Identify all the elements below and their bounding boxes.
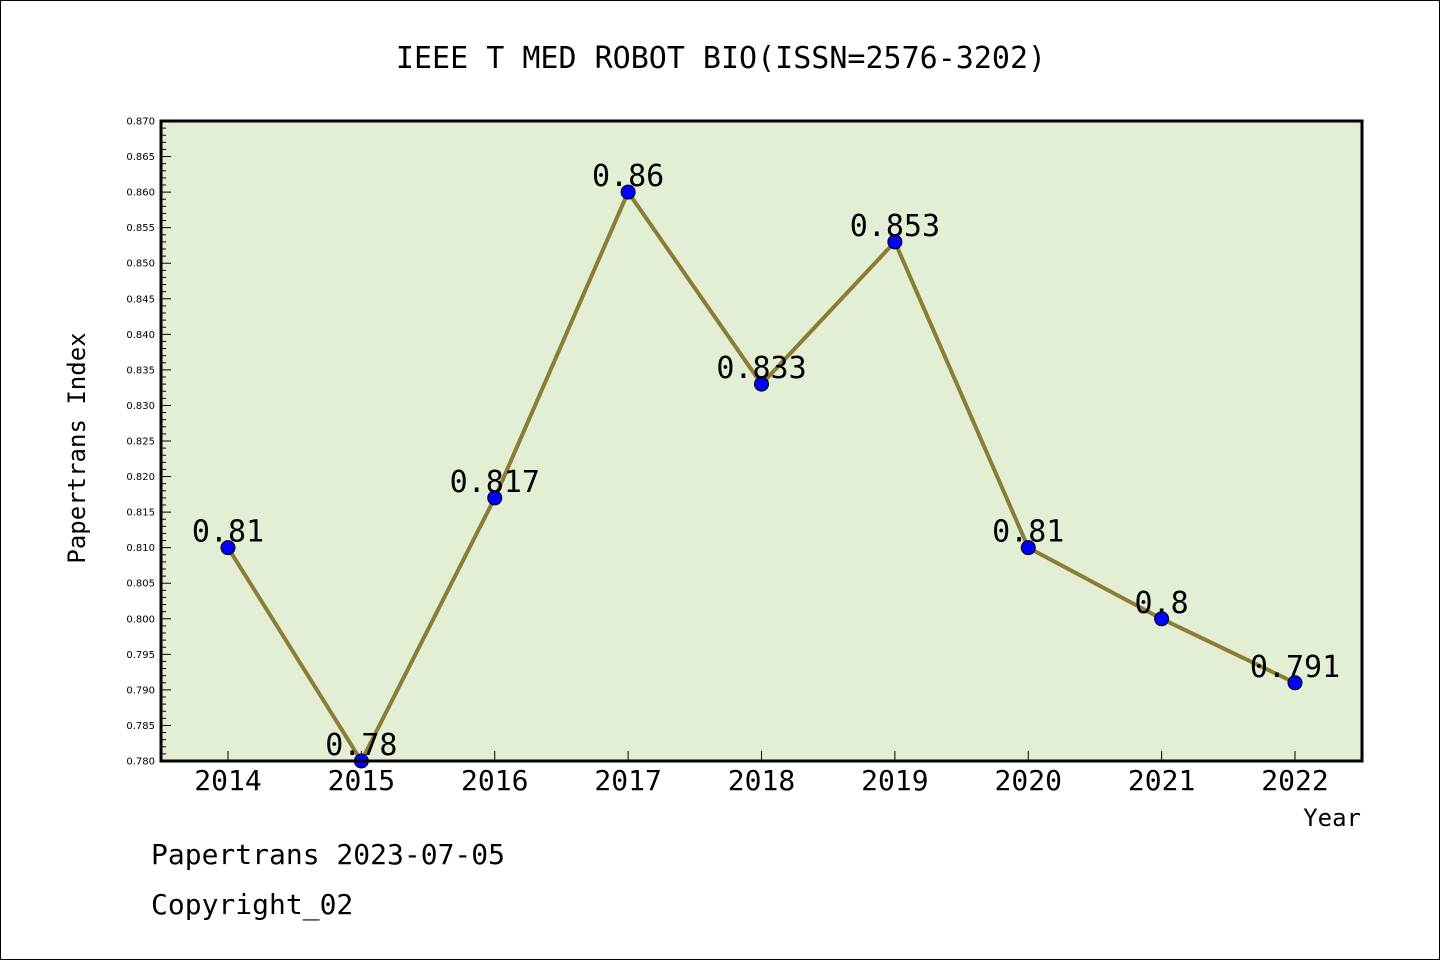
data-point-marker [754, 376, 769, 392]
y-tick-label: 0.850 [126, 259, 155, 270]
y-tick-label: 0.840 [126, 330, 155, 341]
x-tick-label: 2019 [861, 764, 928, 797]
x-axis-ticks: 2014 2015 2016 2017 2018 2019 2020 2021 2022 [194, 751, 1329, 797]
x-tick-label: 2017 [594, 764, 661, 797]
data-label: 0.81 [992, 515, 1064, 550]
y-tick-label: 0.795 [126, 650, 155, 661]
data-label: 0.817 [450, 465, 540, 500]
data-point-marker [1287, 675, 1303, 691]
y-tick-label: 0.845 [126, 294, 155, 305]
data-label: 0.81 [192, 515, 264, 550]
footer-date: Papertrans 2023-07-05 [151, 838, 505, 871]
x-tick-label: 2021 [1128, 764, 1195, 797]
series-layer [220, 184, 1303, 769]
y-tick-label: 0.870 [126, 117, 155, 128]
y-tick-label: 0.800 [126, 614, 155, 625]
x-tick-label: 2018 [728, 764, 795, 797]
footer-copyright: Copyright_02 [151, 888, 353, 922]
y-tick-label: 0.810 [126, 543, 155, 554]
data-point-marker [220, 540, 236, 556]
y-tick-label: 0.865 [126, 152, 155, 163]
y-axis-title: Papertrans Index [63, 332, 91, 563]
y-tick-label: 0.855 [126, 223, 155, 234]
data-labels: 0.81 0.78 0.817 0.86 0.833 0.853 0.81 0.8 0.791 [192, 159, 1340, 763]
data-point-marker [1154, 611, 1170, 627]
y-tick-label: 0.830 [126, 401, 155, 412]
x-tick-label: 2020 [995, 764, 1062, 797]
y-tick-label: 0.805 [126, 579, 155, 590]
y-tick-label: 0.825 [126, 437, 155, 448]
y-tick-label: 0.860 [126, 188, 155, 199]
plot-area [161, 121, 1362, 761]
x-tick-label: 2022 [1261, 764, 1328, 797]
chart-title: IEEE T MED ROBOT BIO(ISSN=2576-3202) [396, 41, 1046, 76]
y-tick-label: 0.820 [126, 472, 155, 483]
x-axis-title: Year [1303, 804, 1361, 832]
x-tick-label: 2016 [461, 764, 528, 797]
data-label: 0.791 [1250, 650, 1340, 685]
y-tick-label: 0.780 [126, 757, 155, 768]
data-label: 0.78 [325, 728, 397, 763]
data-label: 0.8 [1135, 586, 1189, 621]
y-tick-label: 0.790 [126, 685, 155, 696]
data-label: 0.833 [716, 351, 806, 386]
x-tick-label: 2015 [328, 764, 395, 797]
y-tick-label: 0.785 [126, 721, 155, 732]
data-label: 0.86 [592, 159, 664, 194]
data-point-marker [487, 490, 503, 506]
data-point-marker [887, 234, 903, 250]
x-tick-label: 2014 [194, 764, 261, 797]
y-tick-label: 0.835 [126, 365, 155, 376]
data-point-marker [620, 184, 636, 200]
plot-border [159, 119, 1364, 763]
data-label: 0.853 [850, 209, 940, 244]
y-tick-label: 0.815 [126, 508, 155, 519]
data-point-marker [1020, 540, 1036, 556]
